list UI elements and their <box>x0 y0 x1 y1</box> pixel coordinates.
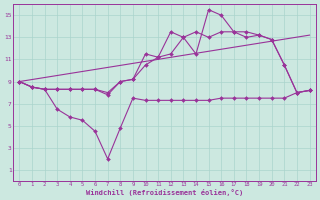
X-axis label: Windchill (Refroidissement éolien,°C): Windchill (Refroidissement éolien,°C) <box>86 189 243 196</box>
